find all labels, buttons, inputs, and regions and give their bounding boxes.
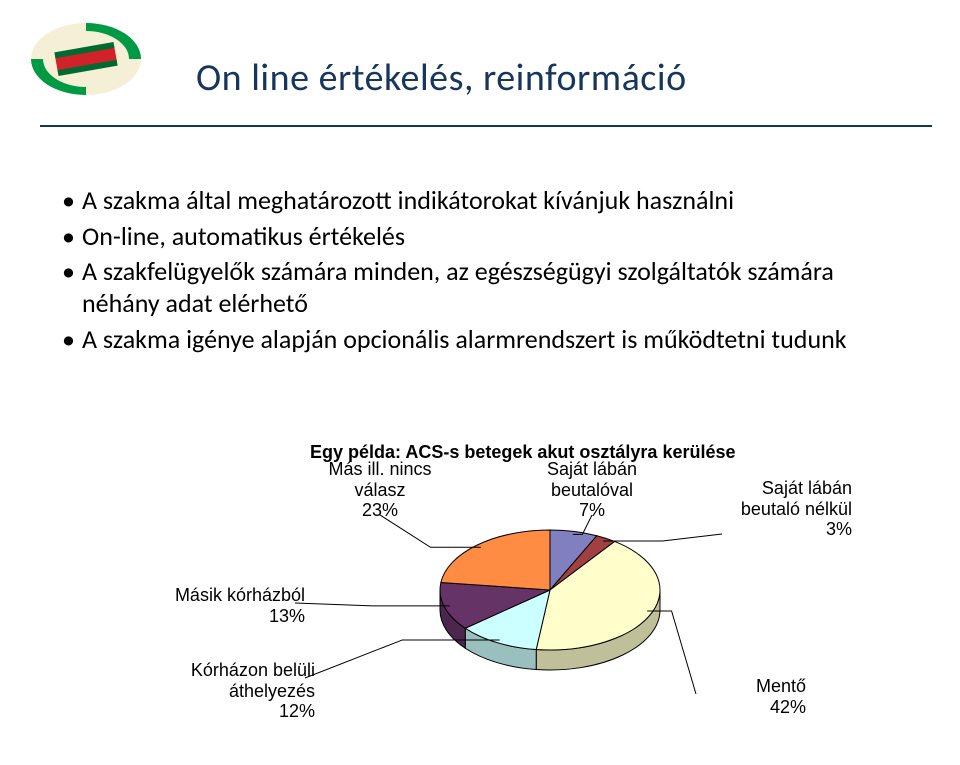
pie-label-mas-nincs: Más ill. nincsválasz23% <box>310 459 450 521</box>
pie-label-khb-athelyezes: Kórházon belüliáthelyezés12% <box>115 660 315 722</box>
title-underline <box>40 125 932 127</box>
bullet-item: •A szakma által meghatározott indikátoro… <box>62 185 910 217</box>
pie-label-masik-khbol: Másik kórházból13% <box>105 585 305 626</box>
bullet-item: •A szakma igénye alapján opcionális alar… <box>62 324 910 356</box>
slide: On line értékelés, reinformáció •A szakm… <box>0 0 960 765</box>
bullet-list: •A szakma által meghatározott indikátoro… <box>62 185 910 360</box>
bullet-item: •A szakfelügyelők számára minden, az egé… <box>62 256 910 319</box>
brand-logo <box>26 18 146 100</box>
pie-label-sajat-beutaloval: Saját lábánbeutalóval7% <box>532 459 652 521</box>
slide-title: On line értékelés, reinformáció <box>196 55 687 101</box>
bullet-item: •On-line, automatikus értékelés <box>62 221 910 253</box>
pie-chart <box>430 520 670 680</box>
pie-label-sajat-nelkul: Saját lábánbeutaló nélkül3% <box>712 478 852 540</box>
pie-label-mento: Mentő42% <box>686 676 806 717</box>
